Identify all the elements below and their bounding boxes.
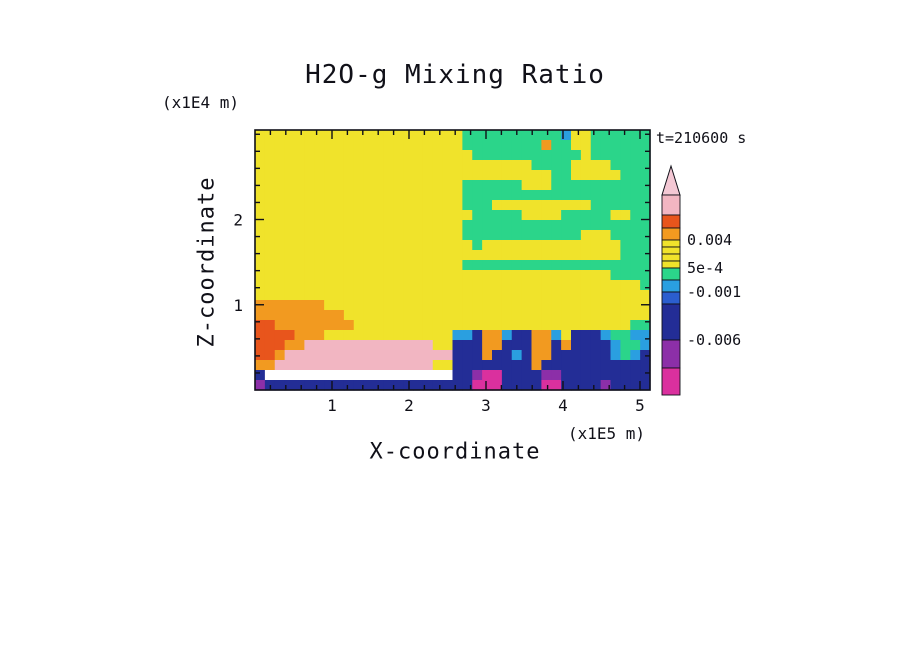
plot-frame [254, 129, 651, 391]
svg-text:2: 2 [233, 211, 243, 230]
heatmap-layer [255, 130, 651, 391]
colorbar-arrow-icon [661, 164, 681, 196]
tick-labels: 1 2 3 4 5 1 2 [233, 211, 644, 415]
colorbar-label: -0.001 [687, 283, 741, 301]
axis-ticks [255, 130, 650, 390]
colorbar-label: 5e-4 [687, 259, 723, 277]
chart-title: H2O-g Mixing Ratio [305, 60, 605, 90]
svg-text:1: 1 [327, 396, 337, 415]
svg-text:1: 1 [233, 296, 243, 315]
x-axis-unit-label: (x1E5 m) [568, 424, 646, 443]
colorbar-label: 0.004 [687, 231, 732, 249]
svg-text:2: 2 [404, 396, 414, 415]
svg-text:5: 5 [635, 396, 645, 415]
y-axis-unit-label: (x1E4 m) [162, 93, 240, 112]
svg-text:3: 3 [481, 396, 491, 415]
colorbar: 0.004 5e-4 -0.001 -0.006 [661, 164, 741, 396]
colorbar-label: -0.006 [687, 331, 741, 349]
svg-text:4: 4 [558, 396, 568, 415]
time-annotation: t=210600 s [656, 129, 747, 147]
x-axis-title: X-coordinate [369, 439, 541, 465]
